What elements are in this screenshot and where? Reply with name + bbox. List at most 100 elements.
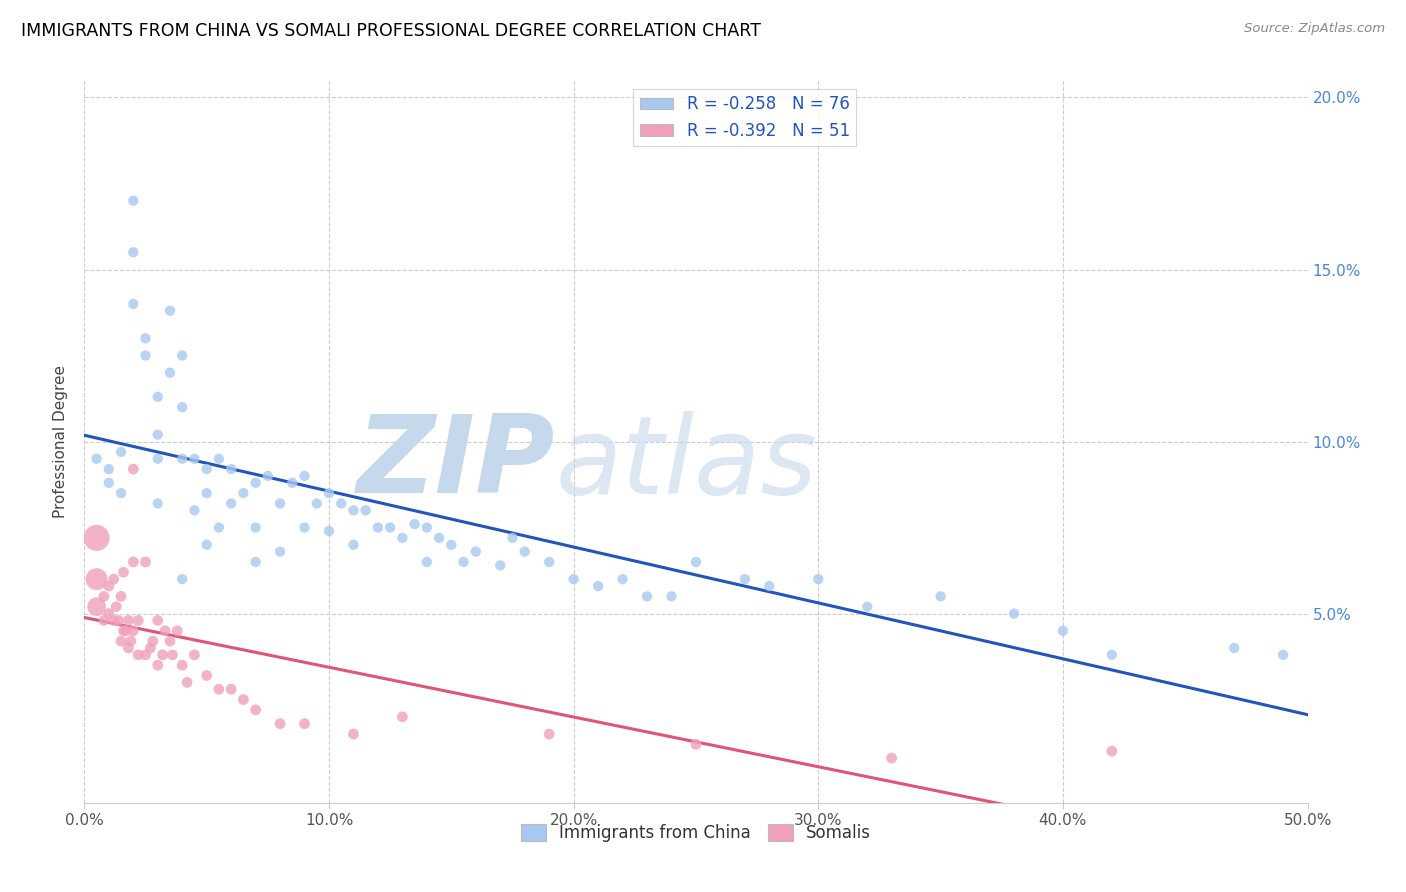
Point (404, 517, 426, 532)
Point (159, 634, 181, 648)
Point (146, 658, 169, 673)
Point (153, 624, 176, 638)
Point (502, 531, 524, 545)
Point (152, 648, 174, 662)
Point (219, 496, 242, 510)
Point (294, 469, 316, 483)
Point (281, 475, 304, 490)
Point (195, 462, 218, 476)
Point (232, 692, 254, 706)
Point (562, 572, 585, 586)
Point (172, 658, 194, 673)
Point (245, 703, 267, 717)
Point (612, 572, 634, 586)
Point (183, 503, 205, 517)
Point (172, 400, 194, 414)
Point (86, 451, 108, 466)
Point (127, 614, 149, 628)
Point (305, 496, 328, 510)
Point (146, 451, 169, 466)
Text: atlas: atlas (555, 410, 817, 516)
Point (172, 349, 194, 363)
Point (122, 297, 145, 311)
Point (195, 538, 218, 552)
Point (342, 538, 364, 552)
Point (489, 558, 512, 573)
Point (172, 451, 194, 466)
Point (135, 555, 157, 569)
Point (269, 544, 291, 558)
Point (342, 727, 364, 741)
Point (122, 194, 145, 208)
Point (142, 634, 165, 648)
Point (120, 634, 142, 648)
Point (127, 648, 149, 662)
Point (105, 599, 128, 614)
Text: IMMIGRANTS FROM CHINA VS SOMALI PROFESSIONAL DEGREE CORRELATION CHART: IMMIGRANTS FROM CHINA VS SOMALI PROFESSI… (21, 22, 761, 40)
Point (208, 682, 231, 697)
Point (97, 462, 120, 476)
Point (330, 496, 353, 510)
Point (219, 682, 242, 697)
Point (427, 531, 450, 545)
Point (367, 520, 389, 534)
Point (342, 503, 364, 517)
Point (453, 555, 475, 569)
Point (176, 675, 198, 690)
Point (380, 520, 402, 534)
Point (146, 614, 169, 628)
Point (139, 640, 162, 655)
Point (245, 520, 267, 534)
Text: ZIP: ZIP (357, 410, 555, 516)
Point (110, 634, 132, 648)
Point (172, 572, 194, 586)
Point (416, 555, 439, 569)
Point (112, 624, 135, 638)
Point (122, 555, 145, 569)
Point (440, 538, 463, 552)
Point (135, 349, 157, 363)
Point (1002, 607, 1025, 621)
Point (159, 366, 181, 380)
Point (807, 572, 830, 586)
Point (245, 555, 267, 569)
Point (391, 710, 413, 724)
Point (117, 614, 139, 628)
Point (269, 496, 291, 510)
Point (146, 390, 169, 404)
Point (856, 599, 879, 614)
Point (115, 624, 138, 638)
Point (183, 451, 205, 466)
Point (758, 579, 780, 593)
Point (183, 648, 205, 662)
Point (1223, 640, 1246, 655)
Point (245, 475, 267, 490)
Point (416, 520, 439, 534)
Point (122, 624, 145, 638)
Y-axis label: Professional Degree: Professional Degree (53, 365, 69, 518)
Point (195, 486, 218, 500)
Point (257, 469, 280, 483)
Point (103, 572, 125, 586)
Point (1272, 648, 1295, 662)
Point (110, 590, 132, 604)
Point (122, 245, 145, 260)
Point (162, 648, 184, 662)
Point (269, 716, 291, 731)
Point (110, 486, 132, 500)
Point (93, 614, 115, 628)
Point (1052, 624, 1074, 638)
Point (86, 531, 108, 545)
Point (103, 614, 125, 628)
Point (97, 607, 120, 621)
Point (146, 427, 169, 442)
Text: Source: ZipAtlas.com: Source: ZipAtlas.com (1244, 22, 1385, 36)
Point (513, 544, 536, 558)
Legend: Immigrants from China, Somalis: Immigrants from China, Somalis (515, 817, 877, 848)
Point (159, 303, 181, 318)
Point (208, 451, 231, 466)
Point (685, 737, 707, 751)
Point (97, 475, 120, 490)
Point (685, 555, 707, 569)
Point (112, 566, 135, 580)
